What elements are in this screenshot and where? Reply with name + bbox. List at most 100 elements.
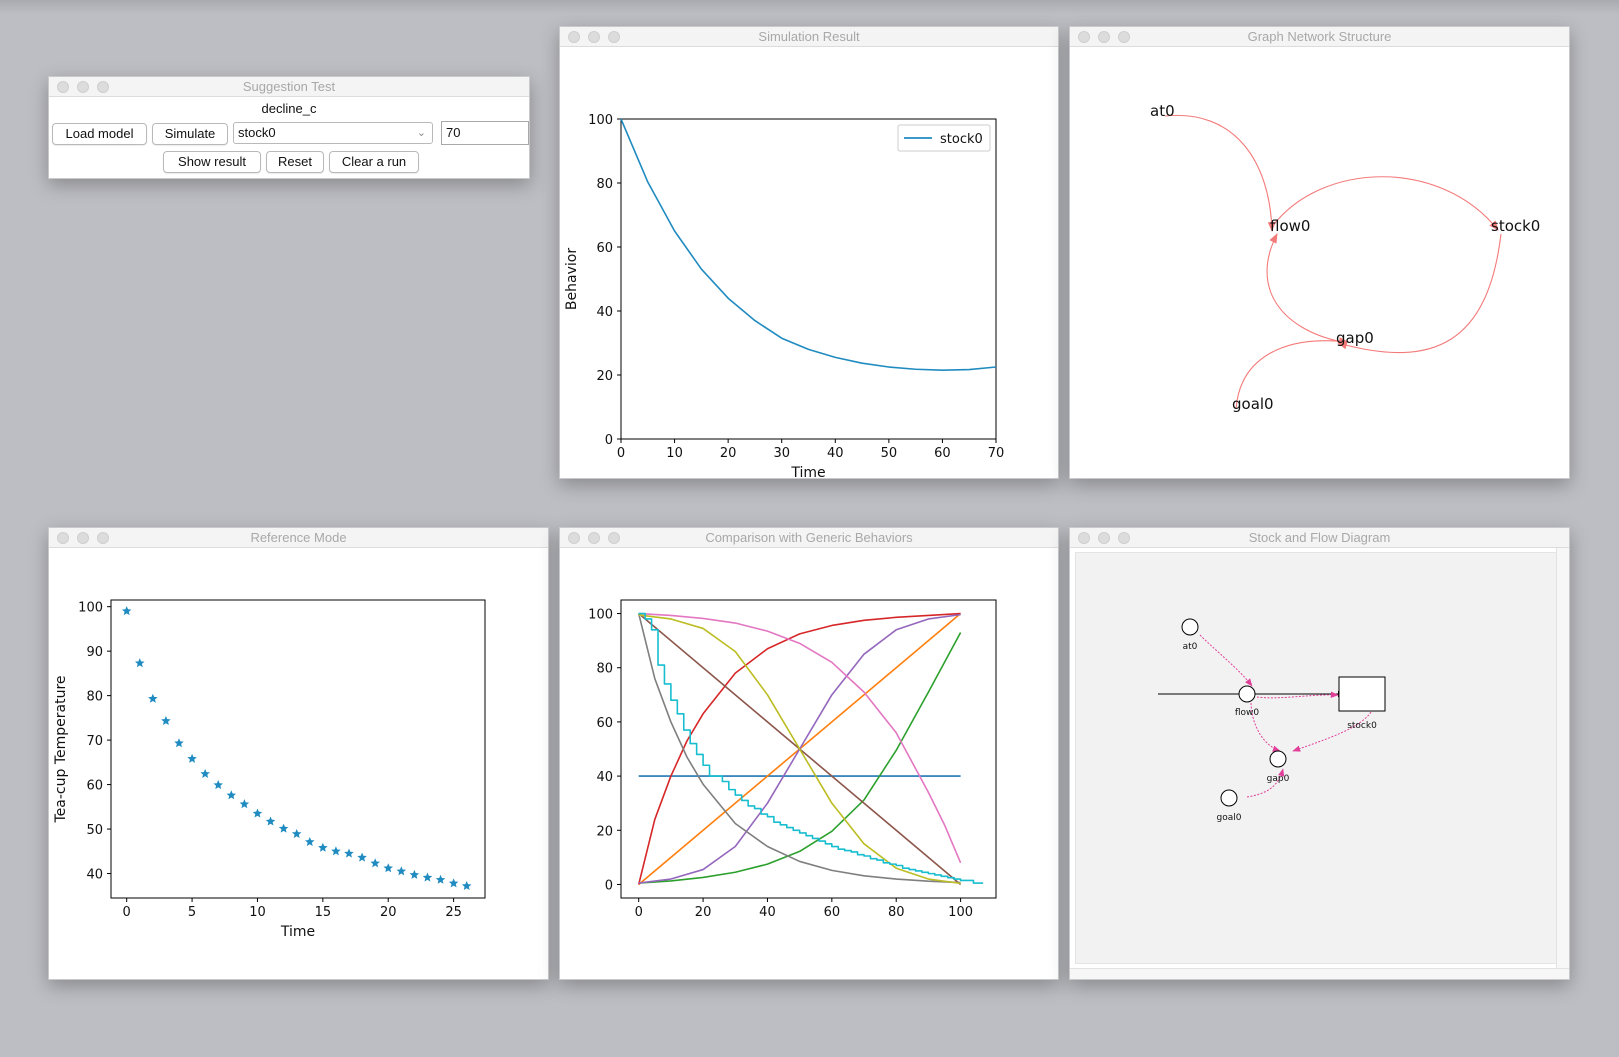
x-tick-label: 50 <box>881 446 898 461</box>
label-stock0: stock0 <box>1347 721 1377 731</box>
zoom-window-button[interactable] <box>608 532 620 544</box>
simulate-button[interactable]: Simulate <box>152 123 228 145</box>
window-controls <box>1078 31 1130 43</box>
window-controls <box>568 31 620 43</box>
x-tick-label: 5 <box>188 905 196 920</box>
x-axis-label: Time <box>280 924 315 940</box>
zoom-window-button[interactable] <box>608 31 620 43</box>
data-point <box>318 842 328 852</box>
link-goal0-gap0 <box>1246 768 1285 798</box>
stock-box[interactable] <box>1338 676 1386 712</box>
vertical-scrollbar[interactable] <box>1556 548 1569 968</box>
simulation-chart: 0 10 20 30 40 50 60 70 0 20 40 60 80 100 Time Behavior s… <box>564 113 1005 481</box>
x-tick-label: 10 <box>249 905 266 920</box>
close-window-button[interactable] <box>57 532 69 544</box>
node-label-stock0: stock0 <box>1491 217 1540 235</box>
model-name-label: decline_c <box>261 101 317 116</box>
window-title: Stock and Flow Diagram <box>1248 530 1391 545</box>
minimize-window-button[interactable] <box>77 81 89 93</box>
link-at0-flow0 <box>1199 634 1253 687</box>
minimize-window-button[interactable] <box>588 31 600 43</box>
x-tick-label: 20 <box>380 905 397 920</box>
variable-select[interactable]: stock0 ⌄ <box>233 122 433 144</box>
reset-button[interactable]: Reset <box>266 151 324 173</box>
graph-network-svg: at0 flow0 stock0 gap0 goal0 <box>1150 102 1540 413</box>
y-tick-label: 0 <box>605 433 613 448</box>
window-controls <box>568 532 620 544</box>
data-point <box>161 715 171 726</box>
x-tick-label: 40 <box>759 905 776 920</box>
reference-plot-area: 0 5 10 15 20 25 40 50 60 70 80 90 100 Time Tea-cup Tem… <box>49 548 548 979</box>
data-point <box>135 658 145 668</box>
graph-network-window: Graph Network Structure at0 flow0 stock0… <box>1069 26 1570 479</box>
series-line-2 <box>638 632 962 884</box>
chevron-down-icon: ⌄ <box>416 127 426 139</box>
edge-at0-flow0 <box>1164 114 1276 232</box>
label-flow0: flow0 <box>1235 708 1260 718</box>
aux-node-goal0[interactable] <box>1220 789 1238 807</box>
clear-a-run-button[interactable]: Clear a run <box>329 151 419 173</box>
y-tick-label: 80 <box>86 690 103 705</box>
x-tick-label: 0 <box>617 446 625 461</box>
x-tick-label: 100 <box>948 905 973 920</box>
y-tick-label: 100 <box>588 113 613 128</box>
data-point <box>305 836 315 846</box>
zoom-window-button[interactable] <box>97 532 109 544</box>
close-window-button[interactable] <box>57 81 69 93</box>
time-input[interactable]: 70 <box>441 121 529 145</box>
data-point <box>422 872 433 882</box>
stock-flow-svg: at0 flow0 stock0 gap0 goal0 <box>1158 618 1386 823</box>
data-point <box>187 753 197 763</box>
aux-node-gap0[interactable] <box>1269 750 1287 768</box>
zoom-window-button[interactable] <box>1118 31 1130 43</box>
y-tick-label: 80 <box>596 177 613 192</box>
minimize-window-button[interactable] <box>588 532 600 544</box>
link-flow0-stock0 <box>1256 691 1339 699</box>
plot-frame <box>620 118 997 440</box>
minimize-window-button[interactable] <box>1098 532 1110 544</box>
node-label-flow0: flow0 <box>1270 217 1310 235</box>
close-window-button[interactable] <box>1078 532 1090 544</box>
simulation-plot-area: 0 10 20 30 40 50 60 70 0 20 40 60 80 100 Time Behavior s… <box>560 47 1058 481</box>
zoom-window-button[interactable] <box>1118 532 1130 544</box>
minimize-window-button[interactable] <box>77 532 89 544</box>
reference-mode-chart: 0 5 10 15 20 25 40 50 60 70 80 90 100 Time Tea-cup Tem… <box>53 599 486 940</box>
titlebar: Reference Mode <box>49 528 548 548</box>
horizontal-scrollbar[interactable] <box>1070 968 1569 979</box>
variable-select-value: stock0 <box>238 125 276 140</box>
data-point <box>148 693 158 703</box>
y-tick-label: 90 <box>86 645 103 660</box>
data-point <box>370 858 380 868</box>
titlebar: Graph Network Structure <box>1070 27 1569 47</box>
aux-node-at0[interactable] <box>1181 618 1199 636</box>
data-point <box>357 852 367 862</box>
x-axis-label: Time <box>790 465 825 478</box>
flow-valve-flow0[interactable] <box>1238 685 1256 703</box>
data-point <box>226 790 237 800</box>
zoom-window-button[interactable] <box>97 81 109 93</box>
close-window-button[interactable] <box>568 532 580 544</box>
data-point <box>265 816 276 826</box>
comparison-chart: 0 20 40 60 80 100 0 20 40 60 80 100 <box>588 599 997 920</box>
close-window-button[interactable] <box>1078 31 1090 43</box>
edge-goal0-gap0 <box>1235 337 1349 410</box>
diagram-canvas[interactable] <box>1075 552 1557 964</box>
y-tick-label: 20 <box>596 824 613 839</box>
show-result-button[interactable]: Show result <box>163 151 261 173</box>
edge-stock0-gap0 <box>1337 233 1502 354</box>
data-point <box>344 848 354 858</box>
y-tick-label: 60 <box>596 241 613 256</box>
y-axis-label: Behavior <box>564 248 580 310</box>
series-line-7 <box>637 613 961 884</box>
data-point <box>174 738 184 748</box>
y-tick-label: 60 <box>596 716 613 731</box>
minimize-window-button[interactable] <box>1098 31 1110 43</box>
window-title: Suggestion Test <box>242 79 336 94</box>
x-tick-label: 30 <box>773 446 790 461</box>
load-model-button[interactable]: Load model <box>52 123 147 145</box>
x-tick-label: 70 <box>988 446 1005 461</box>
window-controls <box>1078 532 1130 544</box>
data-point <box>448 878 459 888</box>
edge-gap0-flow0 <box>1266 233 1343 343</box>
close-window-button[interactable] <box>568 31 580 43</box>
